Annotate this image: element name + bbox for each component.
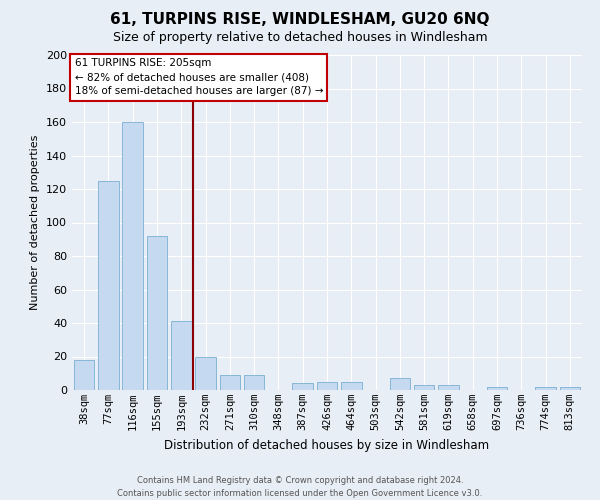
- Bar: [171, 322, 191, 390]
- Bar: [98, 180, 119, 390]
- Y-axis label: Number of detached properties: Number of detached properties: [31, 135, 40, 310]
- Bar: [317, 382, 337, 390]
- Bar: [292, 384, 313, 390]
- Bar: [560, 386, 580, 390]
- Bar: [220, 375, 240, 390]
- Text: 61 TURPINS RISE: 205sqm
← 82% of detached houses are smaller (408)
18% of semi-d: 61 TURPINS RISE: 205sqm ← 82% of detache…: [74, 58, 323, 96]
- X-axis label: Distribution of detached houses by size in Windlesham: Distribution of detached houses by size …: [164, 438, 490, 452]
- Bar: [74, 360, 94, 390]
- Text: 61, TURPINS RISE, WINDLESHAM, GU20 6NQ: 61, TURPINS RISE, WINDLESHAM, GU20 6NQ: [110, 12, 490, 28]
- Bar: [389, 378, 410, 390]
- Bar: [414, 385, 434, 390]
- Bar: [195, 356, 216, 390]
- Bar: [487, 386, 508, 390]
- Text: Contains HM Land Registry data © Crown copyright and database right 2024.
Contai: Contains HM Land Registry data © Crown c…: [118, 476, 482, 498]
- Text: Size of property relative to detached houses in Windlesham: Size of property relative to detached ho…: [113, 31, 487, 44]
- Bar: [535, 386, 556, 390]
- Bar: [122, 122, 143, 390]
- Bar: [244, 375, 265, 390]
- Bar: [146, 236, 167, 390]
- Bar: [438, 385, 459, 390]
- Bar: [341, 382, 362, 390]
